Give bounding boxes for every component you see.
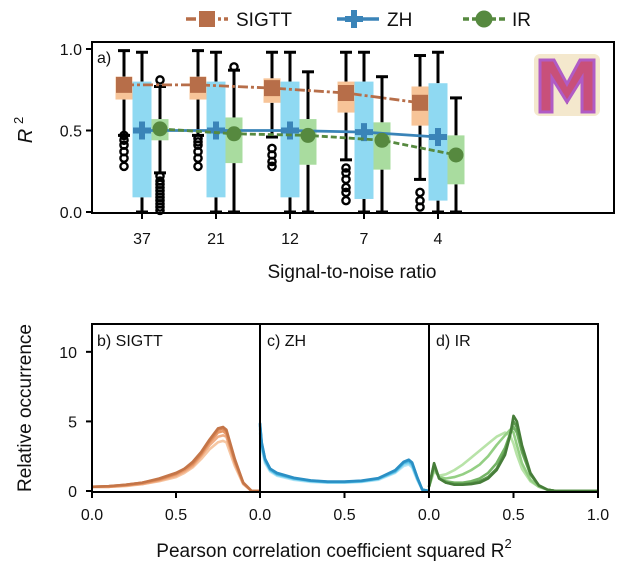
legend-item-zh: ZH — [337, 10, 412, 31]
outlier-sigtt — [267, 161, 277, 172]
legend-label-sigtt: SIGTT — [236, 10, 292, 31]
ytick-label: 1.0 — [60, 42, 82, 59]
xtick-label: 37 — [133, 231, 151, 248]
xtick-label: 0.0 — [81, 507, 103, 524]
bottom-xlabel-text: Pearson correlation coefficient squared … — [156, 536, 511, 562]
xtick-label: 4 — [434, 231, 443, 248]
xtick-label: 0.0 — [249, 507, 271, 524]
outlier-sigtt — [119, 153, 129, 164]
panel-d-lines — [427, 414, 598, 493]
outlier-sigtt — [415, 187, 425, 198]
outlier-sigtt — [193, 137, 203, 147]
outlier-ir — [229, 62, 239, 72]
outlier-sigtt — [341, 187, 351, 198]
median-marker-sigtt — [338, 85, 354, 102]
outlier-ir — [155, 75, 165, 85]
ytick-label: 5 — [68, 414, 77, 431]
median-marker-zh — [429, 134, 447, 141]
legend-item-sigtt: SIGTT — [186, 10, 292, 31]
outlier-ir — [155, 202, 165, 212]
legend-plus-marker-icon — [345, 10, 363, 28]
median-marker-zh — [355, 129, 373, 136]
panel-c-lines — [258, 422, 430, 493]
panel-a-frame — [91, 41, 615, 214]
median-marker-zh — [133, 127, 151, 134]
xtick-label: 0.5 — [165, 507, 187, 524]
median-marker-zh — [281, 127, 299, 134]
median-marker-ir — [152, 121, 168, 137]
outlier-sigtt — [193, 153, 203, 164]
xtick-label: 7 — [360, 231, 369, 248]
bottom-xlabel-main: Pearson correlation coefficient squared … — [156, 541, 504, 562]
panel-a-xlabel: Signal-to-noise ratio — [268, 262, 437, 283]
outlier-sigtt — [415, 202, 425, 212]
density-line-2-5 — [258, 422, 430, 493]
outlier-sigtt — [119, 130, 129, 141]
panel-b-label: b) SIGTT — [97, 333, 163, 350]
ylabel-r: R — [15, 129, 37, 143]
outlier-sigtt — [341, 182, 351, 193]
bottom-panels: 0.0 0.5 0 5 10 0.0 0.5 0.0 0.5 1.0 b) SIGTT c) ZH… — [15, 323, 609, 562]
ylabel-superscript: 2 — [11, 117, 26, 124]
m-logo-icon: M — [534, 54, 600, 116]
ytick-label: 0.0 — [60, 205, 82, 222]
outlier-sigtt — [341, 195, 351, 206]
bottom-frame — [91, 323, 599, 493]
legend-square-marker-icon — [199, 11, 215, 27]
median-trend-lines — [116, 76, 464, 163]
median-marker-sigtt — [412, 94, 428, 111]
xtick-label: 21 — [207, 231, 225, 248]
median-marker-sigtt — [116, 76, 132, 93]
median-marker-ir — [374, 132, 390, 148]
bottom-axes: 0.0 0.5 0 5 10 0.0 0.5 0.0 0.5 1.0 — [59, 345, 609, 524]
xtick-label: 12 — [281, 231, 299, 248]
ytick-label: 0.5 — [60, 124, 82, 141]
median-marker-ir — [448, 147, 464, 163]
ytick-label: 10 — [59, 345, 77, 362]
legend-label-ir: IR — [512, 10, 531, 31]
median-marker-sigtt — [264, 80, 280, 97]
outlier-sigtt — [341, 174, 351, 185]
bottom-xlabel: Pearson correlation coefficient squared … — [156, 536, 511, 562]
panel-d-label: d) IR — [436, 333, 471, 350]
median-marker-sigtt — [190, 76, 206, 93]
median-marker-ir — [226, 126, 242, 142]
panel-a-boxplot: 0.0 0.5 1.0 37 21 12 7 4 a) M R 2 Signal-to-noi… — [11, 41, 615, 283]
legend-item-ir: IR — [463, 10, 531, 31]
ytick-label: 0 — [68, 484, 77, 501]
panel-a-axes: 0.0 0.5 1.0 37 21 12 7 4 — [60, 42, 443, 248]
panel-b-lines — [91, 425, 260, 493]
median-marker-zh — [207, 127, 225, 134]
bottom-xlabel-superscript: 2 — [504, 536, 511, 551]
outlier-sigtt — [341, 163, 351, 173]
outlier-sigtt — [119, 135, 129, 146]
panel-a-label: a) — [97, 50, 111, 67]
panel-a-ylabel-group: R 2 — [11, 117, 37, 143]
outlier-sigtt — [119, 161, 129, 172]
density-line-1-5 — [91, 425, 260, 493]
xtick-label: 0.0 — [418, 507, 440, 524]
logo-letter: M — [567, 103, 568, 105]
panel-c-label: c) ZH — [267, 333, 306, 350]
legend-circle-marker-icon — [475, 10, 493, 28]
xtick-label: 0.5 — [502, 507, 524, 524]
outlier-sigtt — [267, 156, 277, 167]
outlier-sigtt — [193, 161, 203, 172]
xtick-label: 0.5 — [333, 507, 355, 524]
median-marker-ir — [300, 127, 316, 143]
xtick-label: 1.0 — [587, 507, 609, 524]
bottom-ylabel: Relative occurrence — [15, 324, 36, 492]
legend: SIGTT ZH IR — [186, 10, 531, 31]
legend-label-zh: ZH — [387, 10, 412, 31]
density-line-3-5 — [427, 414, 598, 493]
